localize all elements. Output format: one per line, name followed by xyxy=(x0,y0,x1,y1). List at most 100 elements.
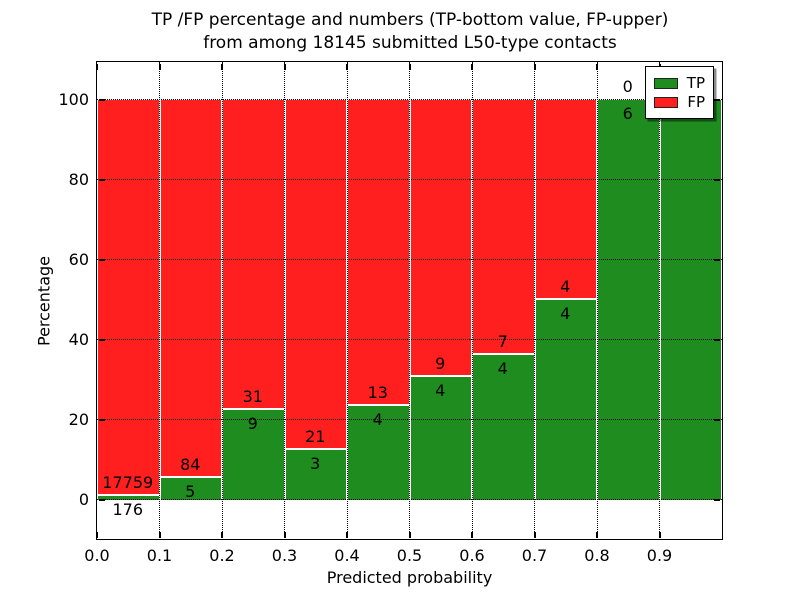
x-tick-mark xyxy=(596,532,598,538)
x-tick-mark xyxy=(533,64,536,70)
x-tick-mark xyxy=(346,64,348,70)
x-tick-mark xyxy=(96,532,98,538)
tp-bar-segment xyxy=(598,100,659,500)
tp-count-label: 4 xyxy=(497,358,508,378)
fp-bar-segment xyxy=(98,100,159,495)
x-tick-mark xyxy=(158,64,161,70)
fp-count-label: 0 xyxy=(622,77,633,96)
y-tick-mark xyxy=(99,339,105,341)
x-tick-mark xyxy=(658,532,661,538)
x-tick-label: 0.4 xyxy=(334,546,360,565)
x-tick-mark xyxy=(471,64,473,70)
tp-bar-segment xyxy=(285,450,346,500)
fp-count-label: 17759 xyxy=(102,473,154,493)
tp-count-label: 6 xyxy=(622,104,633,123)
fp-bar-segment xyxy=(410,100,471,375)
x-tick-label: 0.6 xyxy=(459,546,485,565)
x-tick-label: 0.0 xyxy=(84,546,110,565)
v-gridline xyxy=(284,62,285,540)
legend-label: FP xyxy=(687,93,705,111)
fp-bar-segment xyxy=(285,100,346,448)
x-tick-label: 0.8 xyxy=(584,546,610,565)
x-axis-label: Predicted probability xyxy=(326,568,493,587)
v-gridline xyxy=(659,62,660,540)
x-tick-label: 0.7 xyxy=(521,546,548,565)
tp-count-label: 176 xyxy=(112,500,144,520)
fp-bar-segment xyxy=(348,100,409,404)
y-tick-label: 60 xyxy=(68,250,89,269)
x-tick-label: 0.9 xyxy=(646,546,673,565)
fp-count-label: 84 xyxy=(180,454,201,474)
fp-swatch-icon xyxy=(654,96,679,108)
tp-count-label: 4 xyxy=(435,380,446,400)
x-tick-mark xyxy=(346,532,348,538)
x-tick-mark xyxy=(96,64,98,70)
tp-bar-segment xyxy=(98,496,159,500)
tp-bar-segment xyxy=(160,477,221,500)
tp-bar-segment xyxy=(348,405,409,500)
fp-bar-segment xyxy=(473,100,534,353)
tp-count-label: 5 xyxy=(185,481,196,501)
tp-bar-segment xyxy=(535,300,596,500)
fp-count-label: 13 xyxy=(367,382,388,402)
x-tick-label: 0.2 xyxy=(209,546,235,565)
fp-count-label: 7 xyxy=(497,331,508,351)
tp-bar-segment xyxy=(223,410,284,500)
tp-bar-segment xyxy=(410,376,471,500)
v-gridline xyxy=(534,62,535,540)
fp-count-label: 9 xyxy=(435,353,446,373)
legend-item-fp: FP xyxy=(654,94,705,110)
chart-title: TP /FP percentage and numbers (TP-bottom… xyxy=(60,9,760,55)
y-tick-mark xyxy=(99,259,105,261)
y-tick-mark xyxy=(714,499,720,501)
fp-count-label: 4 xyxy=(560,277,571,296)
v-gridline xyxy=(221,62,223,540)
v-gridline xyxy=(409,62,410,540)
chart-title-line1: TP /FP percentage and numbers (TP-bottom… xyxy=(151,10,669,30)
chart-title-line2: from among 18145 submitted L50-type cont… xyxy=(203,33,617,53)
x-tick-mark xyxy=(158,532,161,538)
y-tick-mark xyxy=(99,499,105,501)
y-tick-mark xyxy=(714,339,720,341)
y-tick-label: 0 xyxy=(78,490,89,509)
v-gridline xyxy=(159,62,160,540)
tp-count-label: 9 xyxy=(247,414,258,433)
fp-count-label: 31 xyxy=(242,387,263,406)
x-tick-mark xyxy=(283,532,286,538)
tp-bar-segment xyxy=(660,100,721,500)
y-tick-label: 20 xyxy=(68,410,89,429)
legend: TP FP xyxy=(645,66,714,119)
legend-item-tp: TP xyxy=(654,75,705,91)
tp-swatch-icon xyxy=(654,77,678,89)
v-gridline xyxy=(596,62,598,540)
y-tick-label: 100 xyxy=(58,90,89,109)
y-tick-mark xyxy=(714,179,720,181)
y-tick-mark xyxy=(714,99,720,101)
y-tick-mark xyxy=(99,419,105,421)
y-axis-label: Percentage xyxy=(34,255,54,347)
y-tick-mark xyxy=(714,419,720,421)
y-tick-label: 80 xyxy=(68,170,89,189)
fp-bar-segment xyxy=(160,100,221,476)
x-tick-label: 0.1 xyxy=(146,546,173,565)
x-tick-mark xyxy=(533,532,536,538)
v-gridline xyxy=(346,62,348,540)
x-tick-mark xyxy=(408,64,411,70)
tp-count-label: 3 xyxy=(310,454,321,473)
y-tick-mark xyxy=(99,99,105,101)
tp-count-label: 4 xyxy=(372,409,383,429)
fp-count-label: 21 xyxy=(305,427,326,446)
y-tick-label: 40 xyxy=(68,330,89,349)
legend-label: TP xyxy=(686,74,705,92)
fp-bar-segment xyxy=(535,100,596,298)
fp-bar-segment xyxy=(223,100,284,408)
x-tick-label: 0.3 xyxy=(271,546,298,565)
x-tick-mark xyxy=(221,532,223,538)
x-tick-mark xyxy=(471,532,473,538)
v-gridline xyxy=(471,62,473,540)
tp-bar-segment xyxy=(473,354,534,500)
x-tick-mark xyxy=(221,64,223,70)
x-tick-mark xyxy=(596,64,598,70)
